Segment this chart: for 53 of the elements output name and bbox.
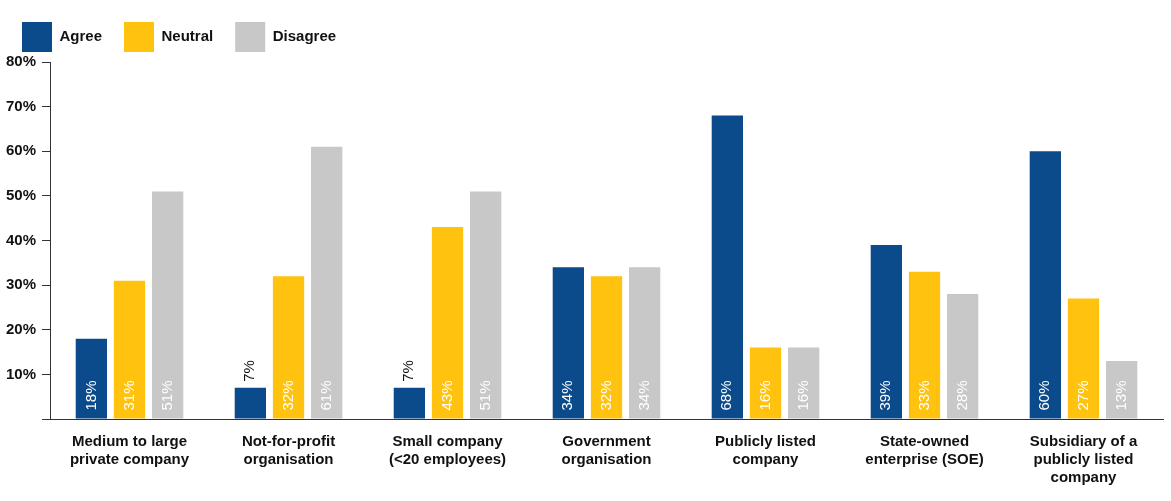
bar [1067, 298, 1100, 419]
bar [749, 347, 782, 419]
x-tick-label: Publicly listed company [715, 432, 816, 468]
data-label: 43% [437, 380, 455, 411]
x-tick-label: State-owned enterprise (SOE) [865, 432, 984, 468]
bar [908, 271, 941, 419]
bar [1106, 360, 1138, 419]
data-label: 68% [717, 380, 735, 411]
bar [311, 146, 343, 419]
bar [393, 387, 425, 419]
bar [234, 387, 266, 419]
data-label: 31% [119, 380, 137, 411]
data-label: 27% [1073, 380, 1091, 411]
x-tick-label: Subsidiary of a publicly listed company [1029, 432, 1138, 486]
y-tick-label: 80% [5, 52, 37, 70]
data-label: 39% [876, 380, 894, 411]
y-tick-label: 60% [5, 141, 37, 159]
y-tick-label: 70% [5, 96, 37, 114]
bar [711, 115, 743, 419]
data-label: 32% [278, 380, 296, 411]
legend-label: Agree [59, 27, 103, 45]
data-label: 60% [1035, 380, 1053, 411]
legend-label: Disagree [272, 27, 337, 45]
y-tick-label: 40% [5, 230, 37, 248]
bar [272, 276, 305, 419]
x-tick-label: Not-for-profit organisation [241, 432, 336, 468]
bar [431, 227, 464, 419]
bar [629, 267, 661, 419]
bar [152, 191, 184, 419]
y-tick-label: 10% [5, 364, 37, 382]
data-label: 18% [81, 380, 99, 411]
data-label: 34% [558, 380, 576, 411]
bar [590, 276, 623, 419]
data-label: 32% [596, 380, 614, 411]
bar [788, 347, 820, 419]
bar [947, 294, 979, 419]
bar [113, 280, 146, 419]
bar [470, 191, 502, 419]
x-tick-label: Government organisation [561, 432, 652, 468]
bar [75, 338, 108, 419]
bar [1029, 151, 1061, 419]
legend-label: Neutral [161, 27, 214, 45]
y-tick-label: 50% [5, 186, 37, 204]
x-tick-label: Small company (<20 employees) [388, 432, 507, 468]
data-label: 7% [399, 360, 417, 382]
data-label: 7% [240, 360, 258, 382]
y-tick-label: 20% [5, 319, 37, 337]
x-tick-label: Medium to large private company [69, 432, 190, 468]
bar [552, 267, 584, 419]
data-label: 33% [914, 380, 932, 411]
bar [870, 244, 902, 419]
y-tick-label: 30% [5, 275, 37, 293]
data-label: 16% [755, 380, 773, 411]
